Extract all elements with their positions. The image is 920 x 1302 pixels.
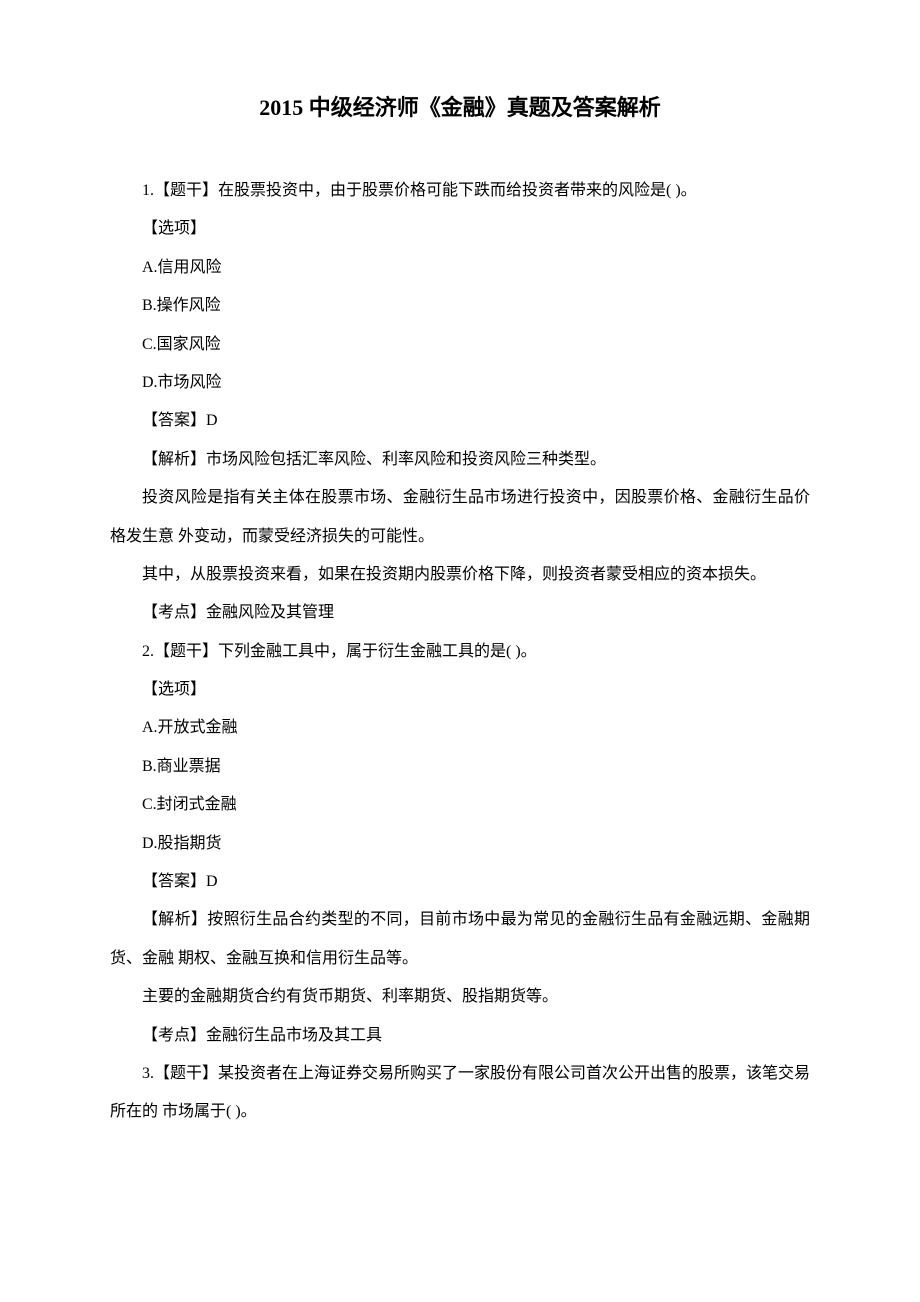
q1-stem: 1.【题干】在股票投资中，由于股票价格可能下跌而给投资者带来的风险是( )。 xyxy=(110,172,810,210)
q1-explain-2: 投资风险是指有关主体在股票市场、金融衍生品市场进行投资中，因股票价格、金融衍生品… xyxy=(110,479,810,556)
q1-point: 【考点】金融风险及其管理 xyxy=(110,594,810,632)
q3-stem: 3.【题干】某投资者在上海证券交易所购买了一家股份有限公司首次公开出售的股票，该… xyxy=(110,1055,810,1132)
q2-option-a: A.开放式金融 xyxy=(110,709,810,747)
q1-option-a: A.信用风险 xyxy=(110,249,810,287)
q1-explain-1: 【解析】市场风险包括汇率风险、利率风险和投资风险三种类型。 xyxy=(110,441,810,479)
q1-option-b: B.操作风险 xyxy=(110,287,810,325)
q2-point: 【考点】金融衍生品市场及其工具 xyxy=(110,1017,810,1055)
q2-stem: 2.【题干】下列金融工具中，属于衍生金融工具的是( )。 xyxy=(110,633,810,671)
q2-option-b: B.商业票据 xyxy=(110,748,810,786)
q2-options-label: 【选项】 xyxy=(110,671,810,709)
q2-option-d: D.股指期货 xyxy=(110,825,810,863)
q1-answer: 【答案】D xyxy=(110,402,810,440)
q1-options-label: 【选项】 xyxy=(110,210,810,248)
q2-explain-2: 主要的金融期货合约有货币期货、利率期货、股指期货等。 xyxy=(110,978,810,1016)
q1-explain-3: 其中，从股票投资来看，如果在投资期内股票价格下降，则投资者蒙受相应的资本损失。 xyxy=(110,556,810,594)
q1-option-c: C.国家风险 xyxy=(110,326,810,364)
q2-answer: 【答案】D xyxy=(110,863,810,901)
q1-option-d: D.市场风险 xyxy=(110,364,810,402)
q2-explain-1: 【解析】按照衍生品合约类型的不同，目前市场中最为常见的金融衍生品有金融远期、金融… xyxy=(110,901,810,978)
document-title: 2015 中级经济师《金融》真题及答案解析 xyxy=(110,90,810,122)
document-body: 1.【题干】在股票投资中，由于股票价格可能下跌而给投资者带来的风险是( )。 【… xyxy=(110,172,810,1132)
q2-option-c: C.封闭式金融 xyxy=(110,786,810,824)
